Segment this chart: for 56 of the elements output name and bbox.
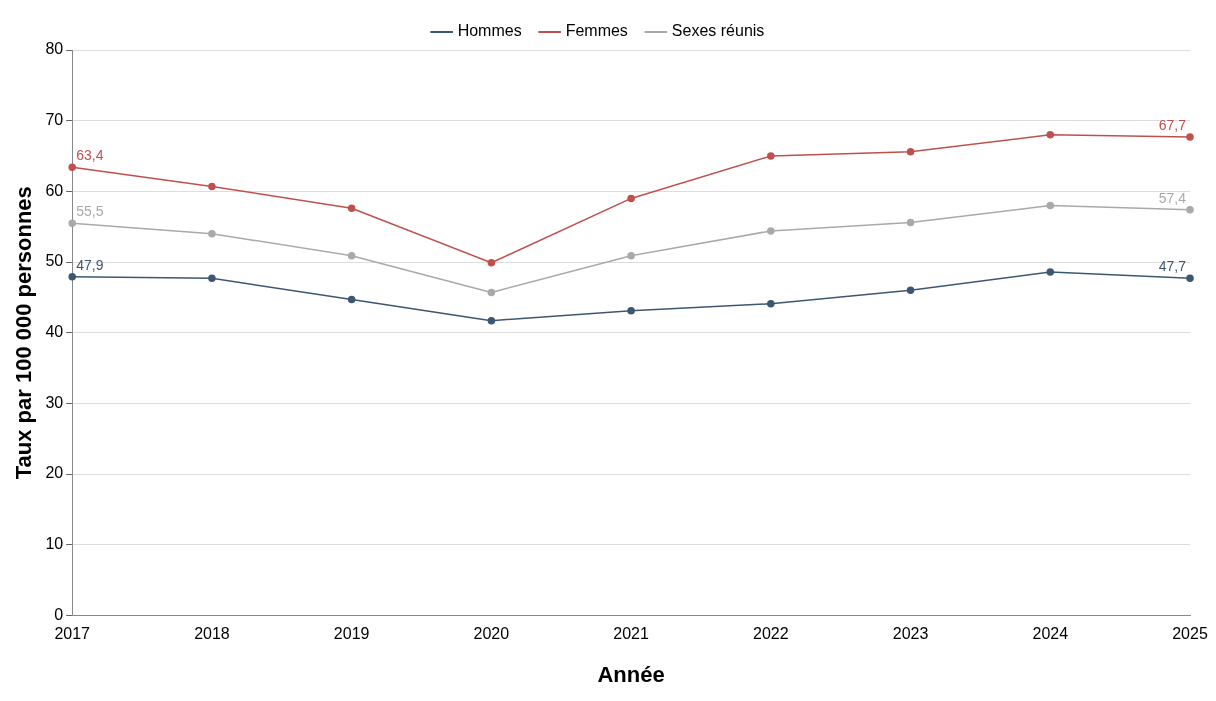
data-label: 47,9 — [76, 256, 104, 273]
y-tick-label: 0 — [54, 605, 64, 623]
point — [68, 219, 76, 227]
point — [208, 182, 216, 191]
data-label: 47,7 — [1158, 258, 1187, 275]
legend-label: Sexes réunis — [671, 22, 765, 40]
point — [347, 204, 356, 213]
point — [906, 148, 915, 156]
y-tick-label: 40 — [45, 323, 64, 341]
x-tick-label: 2023 — [892, 625, 929, 643]
point — [627, 307, 635, 315]
point — [68, 163, 76, 172]
x-tick-label: 2024 — [1032, 625, 1069, 643]
point — [627, 194, 635, 203]
data-label: 63,4 — [76, 147, 104, 164]
point — [767, 299, 775, 308]
y-tick-label: 70 — [45, 111, 64, 129]
y-tick-label: 30 — [45, 393, 64, 411]
x-tick-label: 2017 — [54, 625, 91, 643]
point — [1186, 274, 1194, 283]
legend-label: Hommes — [457, 22, 522, 40]
point — [1046, 131, 1055, 139]
point — [487, 258, 496, 267]
x-tick-label: 2025 — [1172, 625, 1208, 643]
legend-label: Femmes — [565, 22, 628, 40]
y-axis-title: Taux par 100 000 personnes — [11, 186, 37, 480]
y-tick-label: 20 — [45, 464, 64, 482]
point — [487, 316, 496, 325]
y-tick-label: 80 — [45, 40, 64, 58]
point — [906, 218, 915, 227]
point — [767, 152, 775, 160]
point — [627, 251, 635, 260]
x-tick-label: 2021 — [613, 625, 649, 643]
y-tick-label: 10 — [45, 535, 64, 553]
point — [1046, 201, 1055, 210]
point — [347, 295, 356, 304]
data-label: 67,7 — [1158, 116, 1187, 133]
data-label: 57,4 — [1158, 189, 1187, 206]
point — [208, 274, 216, 283]
x-tick-label: 2020 — [473, 625, 510, 643]
point — [68, 273, 76, 281]
x-axis-title: Année — [597, 661, 665, 687]
y-tick-label: 50 — [45, 252, 64, 270]
x-tick-label: 2018 — [194, 625, 230, 643]
data-label: 55,5 — [76, 203, 104, 220]
x-tick-label: 2019 — [333, 625, 370, 643]
point — [1186, 133, 1194, 141]
point — [487, 288, 496, 297]
point — [1046, 268, 1055, 276]
point — [1186, 205, 1194, 214]
point — [208, 230, 216, 238]
x-tick-label: 2022 — [753, 625, 789, 643]
y-tick-label: 60 — [45, 181, 64, 199]
point — [906, 286, 915, 295]
point — [347, 251, 356, 260]
point — [767, 227, 775, 235]
